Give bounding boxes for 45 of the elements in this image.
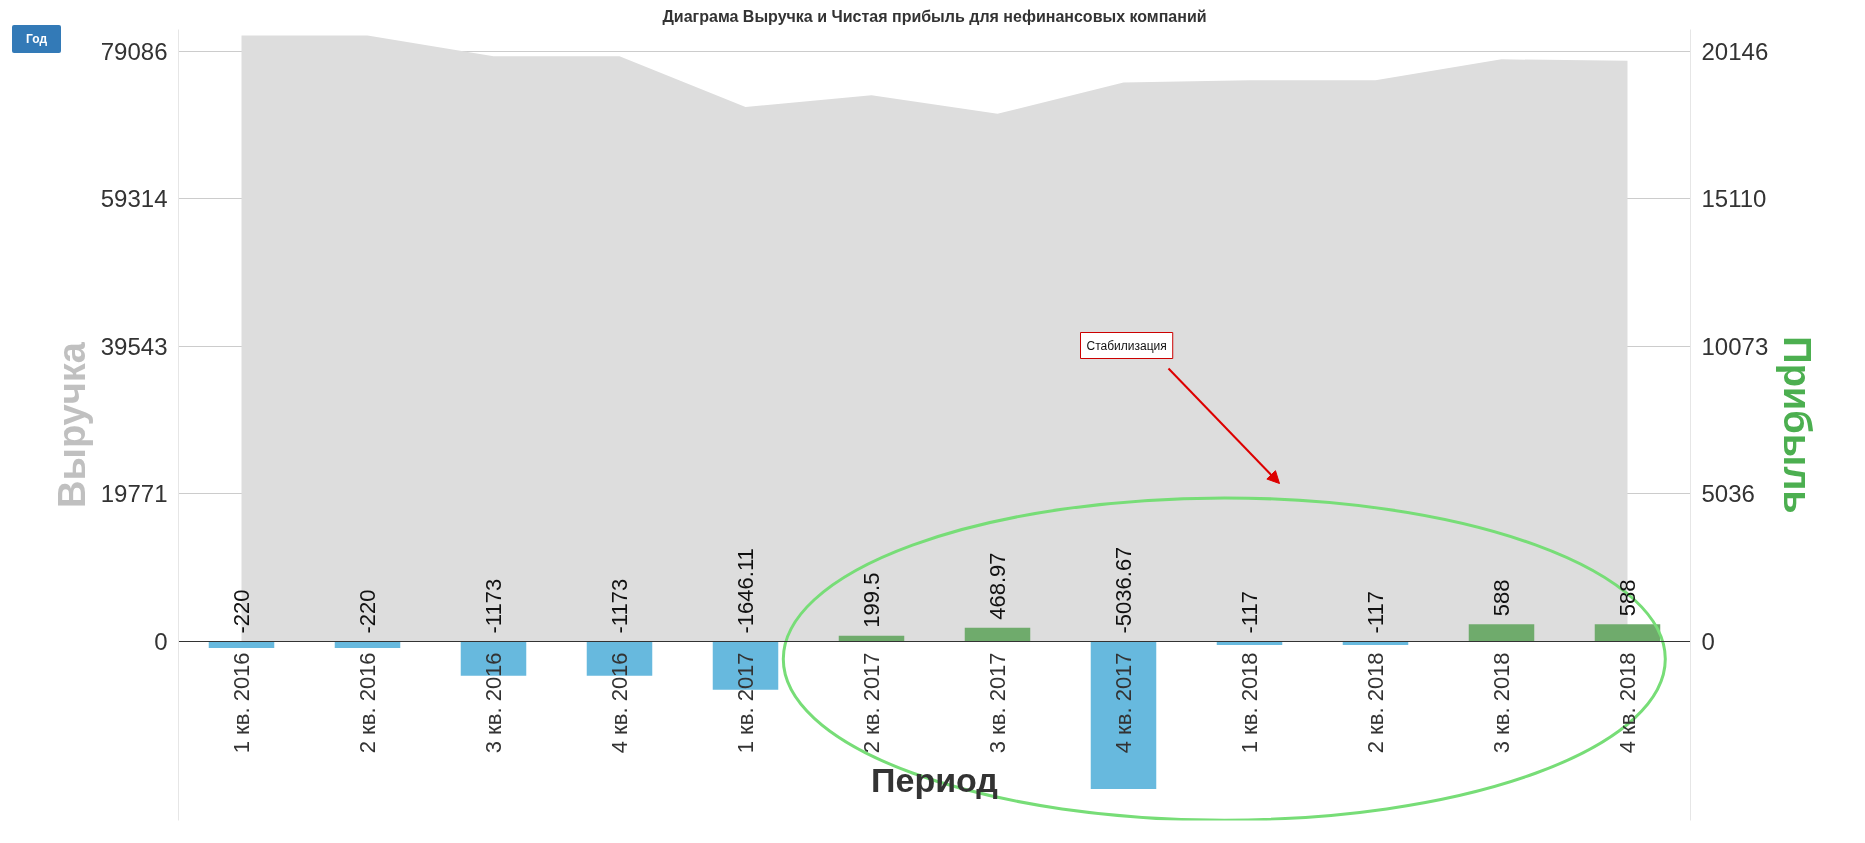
bar <box>208 641 275 648</box>
y-tick-label: 39543 <box>100 332 168 360</box>
chart-title: Диаграма Выручка и Чистая прибыль для нефинансовых компаний <box>662 7 1207 25</box>
y-tick-label: 19771 <box>100 480 168 508</box>
data-label: 468.97 <box>985 552 1010 620</box>
data-label: -1173 <box>481 578 506 634</box>
x-tick-label: 4 кв. 2017 <box>1111 652 1136 754</box>
y-tick-label: 0 <box>154 627 168 655</box>
data-label: -5036.67 <box>1111 546 1136 634</box>
data-label: -117 <box>1363 591 1388 634</box>
x-tick-label: 1 кв. 2017 <box>733 652 758 754</box>
x-tick-label: 3 кв. 2017 <box>985 652 1010 754</box>
data-label: 588 <box>1615 579 1640 617</box>
x-tick-label: 2 кв. 2016 <box>355 652 380 754</box>
data-label: -220 <box>229 589 254 634</box>
x-tick-label: 3 кв. 2016 <box>481 652 506 754</box>
bar <box>1090 641 1157 790</box>
data-label: -1173 <box>607 578 632 634</box>
x-tick-label: 3 кв. 2018 <box>1489 652 1514 754</box>
x-tick-label: 2 кв. 2017 <box>859 652 884 754</box>
bar <box>964 627 1031 642</box>
y2-tick-label: 10073 <box>1701 332 1769 360</box>
x-tick-label: 1 кв. 2018 <box>1237 652 1262 754</box>
x-tick-label: 4 кв. 2016 <box>607 652 632 754</box>
data-label: 588 <box>1489 579 1514 617</box>
y2-tick-label: 5036 <box>1701 480 1755 508</box>
y-tick-label: 59314 <box>100 185 168 213</box>
data-label: -220 <box>355 589 380 634</box>
x-tick-label: 1 кв. 2016 <box>229 652 254 754</box>
data-label: -117 <box>1237 591 1262 634</box>
annotation: Стабилизация <box>1086 338 1167 353</box>
data-label: -1646.11 <box>733 548 758 634</box>
y2-tick-label: 20146 <box>1701 37 1769 65</box>
y2-axis-title: Прибыль <box>1776 336 1819 514</box>
text: Год <box>12 25 61 53</box>
y-tick-label: 79086 <box>100 37 168 65</box>
y-axis-title: Выручка <box>50 341 93 508</box>
bar <box>1594 624 1661 642</box>
bar <box>334 641 401 648</box>
y2-tick-label: 15110 <box>1701 185 1767 213</box>
x-tick-label: 2 кв. 2018 <box>1363 652 1388 754</box>
x-tick-label: 4 кв. 2018 <box>1615 652 1640 754</box>
y2-tick-label: 0 <box>1701 628 1715 655</box>
data-label: 199.5 <box>859 572 884 628</box>
bar <box>1468 624 1535 642</box>
